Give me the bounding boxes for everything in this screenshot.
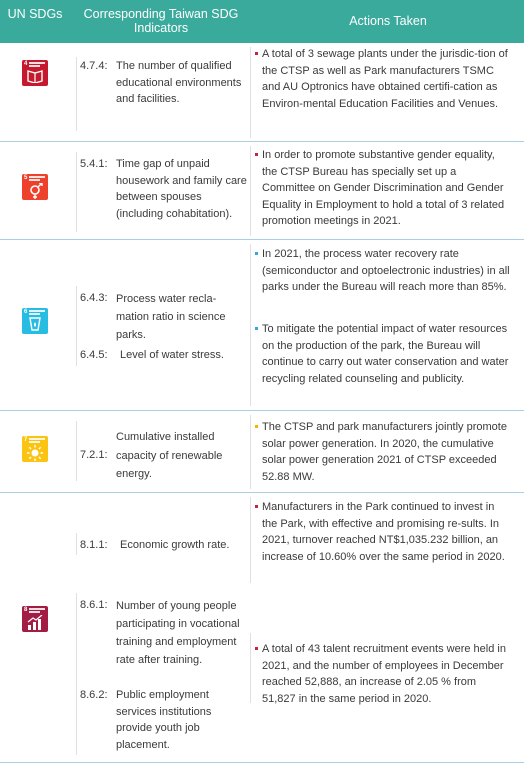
table-row-sdg-7: 7 7.2.1: Cumulative installed capacity o… [0,411,524,493]
sdg-8-decent-work-icon: 8 [22,606,48,632]
table-row-sdg-8: 8 8.1.1: Economic growth rate. 8.6.1: Nu… [0,493,524,763]
action-text: In 2021, the process water recovery rate… [262,248,510,293]
action-text: A total of 43 talent recruitment events … [262,643,506,705]
table-row-sdg-4: 4 4.7.4: The number of qualified educati… [0,43,524,142]
action-text: Manufacturers in the Park continued to i… [262,501,505,563]
action-text: The CTSP and park manufacturers jointly … [262,421,507,483]
action-text: A total of 3 sewage plants under the jur… [262,48,508,110]
action-text: In order to promote substantive gender e… [262,149,505,227]
sdg-6-clean-water-icon: 6 [22,308,48,334]
sdg-4-quality-education-icon: 4 [22,60,48,86]
table-row-sdg-6: 6 6.4.3: Process water recla-mation rati… [0,240,524,411]
table-header: UN SDGs Corresponding Taiwan SDG Indicat… [0,0,524,43]
header-indicators: Corresponding Taiwan SDG Indicators [83,7,239,35]
sdg-5-gender-equality-icon: 5 [22,174,48,200]
header-un-sdgs: UN SDGs [7,7,63,21]
table-row-sdg-5: 5 5.4.1: Time gap of unpaid housework an… [0,142,524,240]
action-text: To mitigate the potential impact of wate… [262,323,509,385]
sdg-7-clean-energy-icon: 7 [22,436,48,462]
header-actions: Actions Taken [349,14,427,28]
